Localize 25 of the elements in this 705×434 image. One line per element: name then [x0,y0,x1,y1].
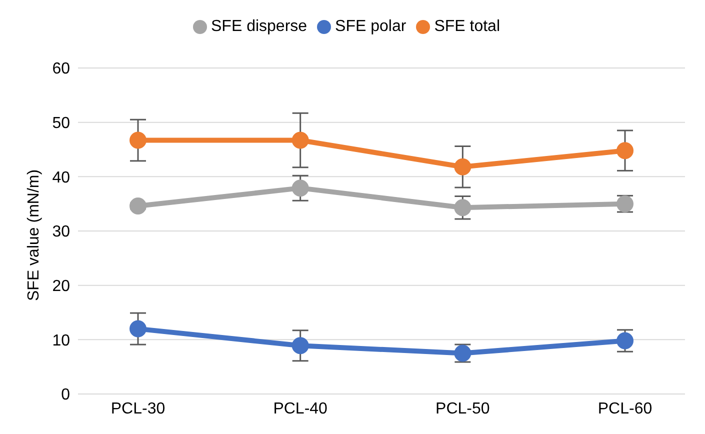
point [616,142,634,160]
y-tick-label: 30 [52,224,70,241]
point [454,158,472,176]
legend-label: SFE polar [335,18,406,35]
y-axis-title: SFE value (mN/m) [26,169,43,301]
y-tick-label: 10 [52,332,70,350]
point [616,332,634,350]
point [454,199,472,216]
point [292,337,309,354]
x-tick-label: PCL-60 [598,400,652,418]
point [292,132,309,149]
x-tick-label: PCL-30 [110,400,166,418]
legend-label: SFE disperse [211,18,308,35]
point [292,180,309,197]
y-tick-label: 40 [52,169,70,186]
point [130,132,146,149]
point [130,320,146,338]
y-tick-label: 0 [61,386,70,404]
x-tick-label: PCL-50 [436,400,490,418]
x-tick-label: PCL-40 [273,400,328,418]
legend-label: SFE total [434,18,500,35]
y-tick-label: 20 [52,278,70,296]
point [130,198,146,215]
y-tick-label: 60 [52,60,70,78]
y-tick-label: 50 [52,115,70,132]
